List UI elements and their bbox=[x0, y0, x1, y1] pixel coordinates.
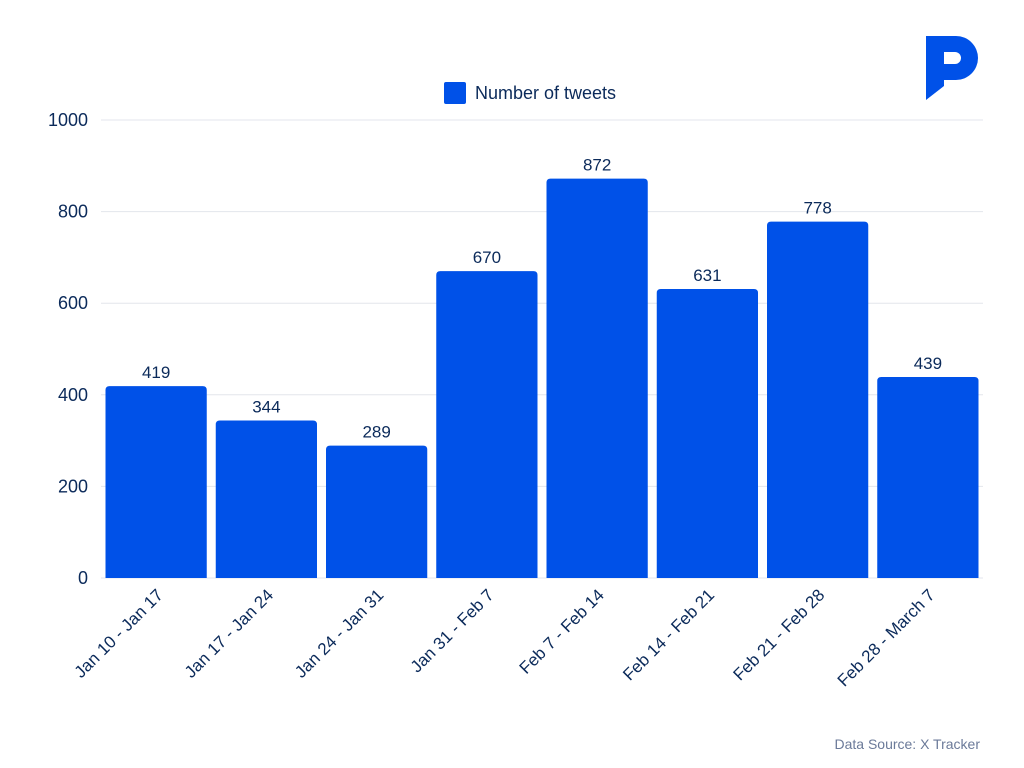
x-tick-label: Feb 14 - Feb 21 bbox=[619, 585, 718, 684]
data-label: 670 bbox=[473, 248, 501, 267]
x-axis-ticks: Jan 10 - Jan 17 Jan 17 - Jan 24 Jan 24 - J… bbox=[71, 585, 939, 690]
data-label: 344 bbox=[252, 397, 280, 416]
y-axis-ticks: 0 200 400 600 800 1000 bbox=[48, 110, 88, 588]
bar bbox=[767, 221, 869, 578]
x-tick-label: Jan 24 - Jan 31 bbox=[291, 585, 387, 681]
x-tick-label: Jan 17 - Jan 24 bbox=[181, 585, 277, 681]
bars bbox=[105, 178, 979, 578]
bar bbox=[546, 178, 648, 578]
bar bbox=[877, 376, 979, 578]
x-tick-label: Feb 28 - March 7 bbox=[834, 585, 939, 690]
bar bbox=[656, 289, 758, 578]
y-tick-label: 400 bbox=[58, 385, 88, 405]
data-label: 631 bbox=[693, 266, 721, 285]
data-label: 419 bbox=[142, 363, 170, 382]
legend: Number of tweets bbox=[444, 82, 616, 104]
p-logo-icon bbox=[926, 36, 978, 100]
data-label: 872 bbox=[583, 156, 611, 175]
data-label: 289 bbox=[362, 423, 390, 442]
y-tick-label: 1000 bbox=[48, 110, 88, 130]
x-tick-label: Jan 31 - Feb 7 bbox=[407, 585, 498, 676]
bar bbox=[105, 386, 207, 578]
bar bbox=[326, 445, 428, 578]
bar bbox=[436, 271, 538, 578]
legend-label: Number of tweets bbox=[475, 82, 617, 103]
bar bbox=[215, 420, 317, 578]
y-tick-label: 200 bbox=[58, 476, 88, 496]
y-tick-label: 800 bbox=[58, 202, 88, 222]
data-label: 439 bbox=[914, 354, 942, 373]
data-label: 778 bbox=[803, 199, 831, 218]
x-tick-label: Feb 21 - Feb 28 bbox=[729, 585, 828, 684]
legend-swatch bbox=[444, 82, 466, 104]
y-tick-label: 600 bbox=[58, 293, 88, 313]
data-labels: 419 344 289 670 872 631 778 439 bbox=[142, 156, 942, 442]
x-tick-label: Jan 10 - Jan 17 bbox=[71, 585, 167, 681]
x-tick-label: Feb 7 - Feb 14 bbox=[516, 585, 608, 677]
data-source: Data Source: X Tracker bbox=[834, 736, 980, 752]
y-tick-label: 0 bbox=[78, 568, 88, 588]
